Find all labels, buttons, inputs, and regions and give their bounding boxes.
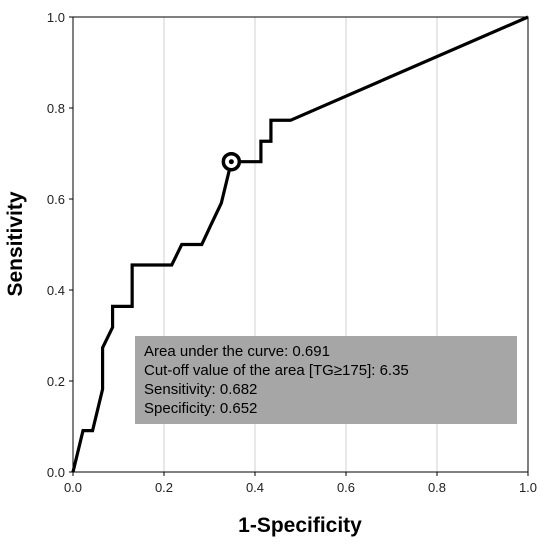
- axis-ticks: 0.0 0.2 0.4 0.6 0.8 1.0 0.0 0.2 0.4 0.6 0.8 1.0: [47, 10, 537, 495]
- cutoff-point-center: [228, 159, 234, 165]
- x-tick-label-0: 0.0: [64, 480, 82, 495]
- y-tick-label-1: 0.2: [47, 374, 65, 389]
- roc-curve-line-0: [71, 15, 529, 473]
- x-tick-label-5: 1.0: [519, 480, 537, 495]
- annotation-box: Area under the curve: 0.691 Cut-off valu…: [135, 336, 517, 424]
- x-tick-label-4: 0.8: [428, 480, 446, 495]
- y-tick-label-0: 0.0: [47, 465, 65, 480]
- x-tick-label-3: 0.6: [337, 480, 355, 495]
- plot-frame: [72, 16, 529, 473]
- annotation-line-auc: Area under the curve: 0.691: [144, 343, 330, 360]
- x-axis-label: 1-Specificity: [238, 514, 362, 537]
- x-tick-label-2: 0.4: [246, 480, 264, 495]
- roc-curve-group: [71, 15, 529, 473]
- annotation-line-cutoff: Cut-off value of the area [TG≥175]: 6.35: [144, 362, 409, 379]
- y-tick-label-2: 0.4: [47, 283, 65, 298]
- annotation-line-specificity: Specificity: 0.652: [144, 400, 257, 417]
- y-tick-label-5: 1.0: [47, 10, 65, 25]
- y-tick-label-4: 0.8: [47, 101, 65, 116]
- y-tick-label-3: 0.6: [47, 192, 65, 207]
- x-tick-label-1: 0.2: [155, 480, 173, 495]
- y-axis-label: Sensitivity: [4, 191, 27, 296]
- annotation-line-sensitivity: Sensitivity: 0.682: [144, 381, 257, 398]
- annotation-background: [135, 336, 517, 424]
